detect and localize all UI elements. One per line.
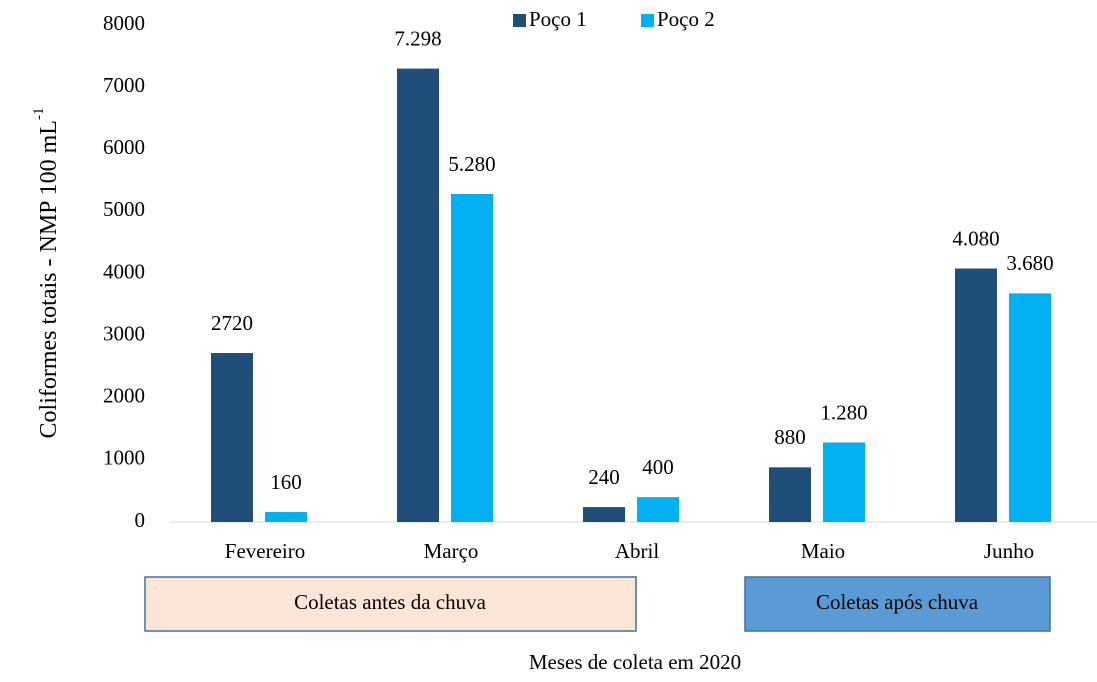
y-axis-label-sup: -1: [31, 108, 47, 121]
y-tick-label: 4000: [103, 259, 145, 283]
x-tick-label: Maio: [801, 539, 845, 563]
data-label: 4.080: [952, 226, 999, 250]
bar: [637, 497, 679, 522]
data-label: 2720: [211, 311, 253, 335]
y-tick-label: 8000: [103, 11, 145, 35]
x-tick-label: Junho: [984, 539, 1034, 563]
data-label: 880: [774, 425, 806, 449]
data-label: 160: [270, 470, 302, 494]
y-tick-label: 1000: [103, 446, 145, 470]
bar: [211, 353, 253, 522]
y-axis-label: Coliformes totais - NMP 100 mL-1: [31, 108, 61, 439]
data-label: 7.298: [394, 26, 441, 50]
bar: [583, 507, 625, 522]
data-label: 1.280: [820, 400, 867, 424]
bar: [1009, 293, 1051, 522]
annotation: Coletas após chuva: [816, 590, 979, 614]
y-tick-label: 7000: [103, 73, 145, 97]
annotation-box: [744, 576, 1051, 632]
legend-swatch: [641, 14, 654, 27]
legend-label: Poço 2: [657, 7, 715, 31]
x-axis-label: Meses de coleta em 2020: [529, 650, 741, 674]
data-label: 240: [588, 465, 620, 489]
y-tick-label: 0: [135, 508, 146, 532]
bar: [451, 193, 493, 523]
y-tick-label: 6000: [103, 135, 145, 159]
data-label: 400: [642, 455, 674, 479]
legend-swatch: [513, 14, 526, 27]
legend-label: Poço 1: [529, 7, 587, 31]
bar: [265, 512, 307, 522]
annotation-box: [144, 576, 637, 632]
y-axis-label-text: Coliformes totais - NMP 100 mL: [36, 120, 62, 438]
bar: [769, 467, 811, 522]
y-tick-label: 3000: [103, 321, 145, 345]
bar: [823, 442, 865, 522]
y-tick-label: 5000: [103, 197, 145, 221]
x-tick-label: Abril: [615, 539, 659, 563]
x-tick-label: Fevereiro: [225, 539, 305, 563]
annotation: Coletas antes da chuva: [294, 590, 487, 614]
bar: [397, 68, 439, 522]
bar: [955, 268, 997, 522]
x-tick-label: Março: [424, 539, 479, 563]
data-label: 3.680: [1006, 251, 1053, 275]
y-tick-label: 2000: [103, 384, 145, 408]
data-label: 5.280: [448, 152, 495, 176]
